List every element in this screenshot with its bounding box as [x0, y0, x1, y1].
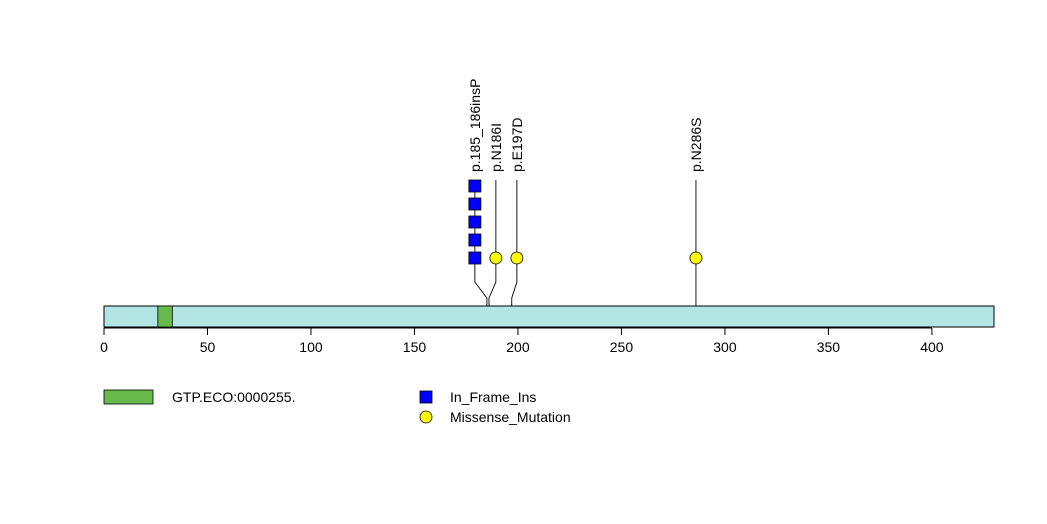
marker-0-0 [468, 251, 482, 265]
legend: GTP.ECO:0000255. In_Frame_Ins Missense_Mut… [103, 389, 571, 425]
legend-type-swatch-1 [419, 410, 433, 424]
tick-label-150: 150 [403, 339, 427, 355]
stem-1 [488, 180, 497, 306]
legend-type-swatch-0 [419, 390, 433, 404]
tick-label-50: 50 [200, 339, 216, 355]
tick-label-200: 200 [506, 339, 530, 355]
domain-0 [157, 305, 173, 328]
tick-label-100: 100 [299, 339, 323, 355]
stem-2 [511, 180, 518, 306]
protein-track [103, 305, 995, 328]
marker-2-0 [510, 251, 524, 265]
legend-domain-swatch-0 [103, 389, 154, 405]
tick-label-400: 400 [920, 339, 944, 355]
label-3: p.N286S [688, 118, 704, 172]
tick-label-350: 350 [817, 339, 841, 355]
label-0: p.185_186insP [467, 79, 483, 172]
marker-1-0 [489, 251, 503, 265]
marker-0-1 [468, 233, 482, 247]
mutation-markers [468, 179, 703, 265]
label-1: p.N186I [488, 123, 504, 172]
tick-label-0: 0 [100, 339, 108, 355]
mutation-labels: p.185_186insP p.N186I p.E197D p.N286S [467, 79, 704, 172]
legend-type-label-0: In_Frame_Ins [450, 389, 536, 405]
tick-label-300: 300 [713, 339, 737, 355]
marker-0-2 [468, 215, 482, 229]
x-axis: 0 50 100 150 200 250 300 350 400 [100, 327, 944, 355]
marker-3-0 [689, 251, 703, 265]
legend-domain-label-0: GTP.ECO:0000255. [172, 389, 295, 405]
stem-0 [474, 180, 488, 306]
label-2: p.E197D [509, 118, 525, 172]
mutation-stems [474, 180, 697, 306]
protein-backbone [103, 305, 995, 328]
tick-label-250: 250 [610, 339, 634, 355]
marker-0-4 [468, 179, 482, 193]
legend-type-label-1: Missense_Mutation [450, 409, 571, 425]
marker-0-3 [468, 197, 482, 211]
